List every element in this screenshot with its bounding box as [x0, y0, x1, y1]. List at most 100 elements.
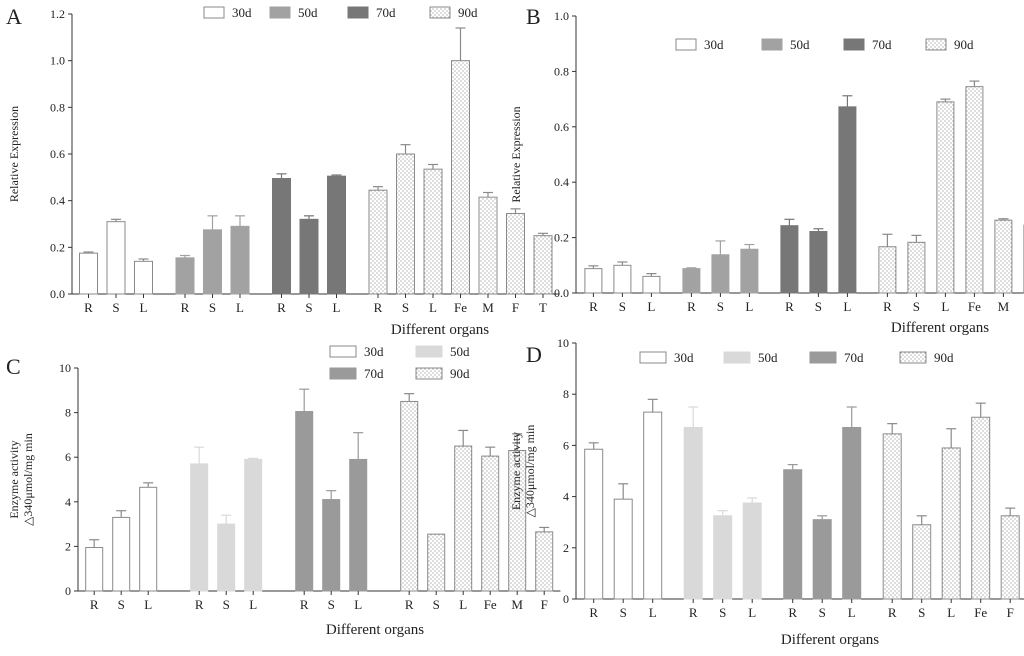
legend-swatch: [675, 38, 697, 51]
y-axis-label: Enzyme activity△340μmol/mg min: [509, 425, 537, 518]
bar: [368, 189, 388, 295]
x-tick-label: M: [511, 597, 523, 612]
x-tick-label: S: [305, 300, 312, 315]
x-tick-label: Fe: [454, 300, 467, 315]
bar: [139, 486, 158, 592]
x-tick-label: S: [402, 300, 409, 315]
legend-label: 50d: [790, 37, 810, 52]
bar: [106, 221, 126, 295]
bar: [190, 463, 209, 592]
bar: [780, 225, 799, 294]
bar: [427, 533, 446, 592]
x-tick-label: L: [947, 605, 955, 620]
bar: [134, 260, 153, 295]
legend-swatch: [329, 345, 357, 358]
legend-label: 50d: [758, 350, 778, 365]
x-tick-label: L: [843, 299, 851, 314]
x-tick-label: M: [482, 300, 494, 315]
panel-label-d: D: [526, 342, 542, 367]
x-tick-label: R: [84, 300, 93, 315]
x-tick-label: L: [459, 597, 467, 612]
y-axis-label: Relative Expression: [7, 106, 21, 202]
bar: [941, 447, 961, 600]
x-tick-label: F: [512, 300, 519, 315]
x-tick-label: L: [941, 299, 949, 314]
bar: [740, 248, 759, 294]
legend-label: 50d: [450, 344, 470, 359]
legend-swatch: [415, 345, 443, 358]
legend-swatch: [761, 38, 783, 51]
bar: [230, 225, 250, 295]
x-tick-label: Fe: [484, 597, 497, 612]
bar: [349, 458, 368, 592]
x-tick-label: S: [913, 299, 920, 314]
x-tick-label: S: [209, 300, 216, 315]
legend-label: 30d: [674, 350, 694, 365]
panel-label-a: A: [6, 4, 22, 29]
bar: [506, 213, 525, 295]
bar: [295, 410, 314, 592]
y-tick-label: 2: [563, 541, 569, 555]
y-axis-label-line1: Enzyme activity: [7, 440, 21, 518]
x-tick-label: S: [819, 605, 826, 620]
x-axis-label: Different organs: [391, 322, 489, 338]
bar: [322, 499, 341, 592]
legend-swatch: [925, 38, 947, 51]
x-tick-label: S: [620, 605, 627, 620]
x-tick-label: R: [883, 299, 892, 314]
bar: [175, 257, 195, 295]
x-tick-label: R: [689, 605, 698, 620]
x-tick-label: L: [649, 605, 657, 620]
x-tick-label: S: [619, 299, 626, 314]
chart-panel-a: 0.0 0.2 0.4 0.6 0.8 1.0 1.2 Relative Expression…: [7, 5, 560, 338]
bar: [533, 235, 553, 295]
bar: [613, 264, 632, 294]
x-tick-label: T: [539, 300, 547, 315]
x-tick-label: F: [541, 597, 548, 612]
bar: [878, 246, 897, 294]
x-tick-label: R: [181, 300, 190, 315]
legend-swatch: [203, 6, 225, 19]
y-tick-label: 8: [563, 387, 569, 401]
legend-label: 30d: [232, 5, 252, 20]
legend-label: 30d: [704, 37, 724, 52]
y-tick-label: 0.4: [554, 175, 569, 189]
x-tick-label: S: [112, 300, 119, 315]
x-tick-label: Fe: [968, 299, 981, 314]
x-tick-label: F: [1007, 605, 1014, 620]
x-tick-label: L: [249, 597, 257, 612]
y-tick-label: 10: [59, 361, 71, 375]
bar: [971, 416, 991, 600]
x-tick-label: L: [354, 597, 362, 612]
bar: [842, 426, 862, 600]
legend-label: 50d: [298, 5, 318, 20]
x-tick-label: R: [589, 299, 598, 314]
bar: [742, 502, 762, 600]
legend-label: 30d: [364, 344, 384, 359]
bar: [584, 448, 604, 600]
bar: [79, 252, 98, 295]
bar: [217, 523, 236, 592]
x-tick-label: S: [918, 605, 925, 620]
y-tick-label: 10: [557, 336, 569, 350]
bar: [327, 175, 346, 295]
y-tick-label: 1.2: [50, 7, 65, 21]
bar: [643, 411, 663, 600]
bar: [812, 519, 832, 600]
x-tick-label: R: [785, 299, 794, 314]
bar: [85, 547, 104, 592]
x-tick-label: Fe: [974, 605, 987, 620]
x-tick-label: R: [589, 605, 598, 620]
y-tick-label: 0.6: [554, 120, 569, 134]
bar: [965, 86, 984, 294]
bar: [711, 254, 730, 294]
y-tick-label: 6: [563, 438, 569, 452]
y-tick-label: 8: [65, 406, 71, 420]
x-tick-label: R: [374, 300, 383, 315]
x-tick-label: R: [788, 605, 797, 620]
bar: [613, 498, 633, 600]
bar: [299, 218, 319, 295]
y-tick-label: 0.0: [554, 286, 569, 300]
x-tick-label: S: [118, 597, 125, 612]
